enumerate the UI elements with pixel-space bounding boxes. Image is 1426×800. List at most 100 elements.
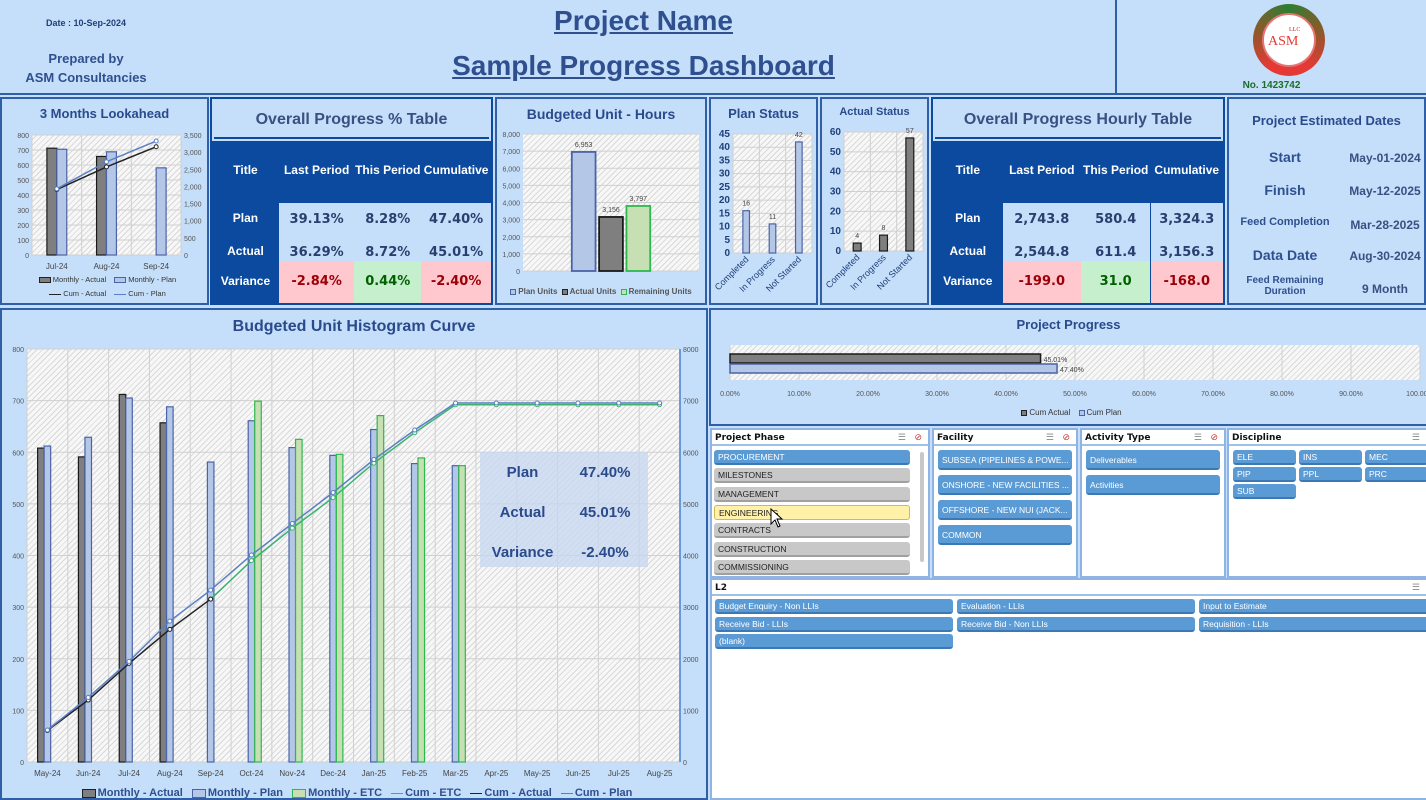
- slicer-item[interactable]: MEC: [1365, 450, 1426, 465]
- legend-line-cum-plan: [560, 792, 573, 794]
- y-tick-label: 45: [719, 129, 731, 140]
- budget-hours-panel: Budgeted Unit - Hours 0 1,000 2,000 3,000 4,…: [495, 97, 707, 305]
- x-category-label: Nov-24: [279, 769, 305, 778]
- bar-monthly-plan: [43, 445, 52, 763]
- table-cell: 31.0: [1080, 261, 1151, 303]
- slicer-item[interactable]: MANAGEMENT: [714, 486, 910, 502]
- table-cell: 0.44%: [354, 261, 422, 303]
- x-category-label: Apr-25: [484, 769, 509, 778]
- prepared-by-label: Prepared by: [48, 51, 124, 66]
- slicer-item[interactable]: SUB: [1233, 484, 1296, 499]
- slicer-item[interactable]: CONSTRUCTION: [714, 541, 910, 557]
- legend-label: Monthly - Actual: [52, 275, 107, 284]
- actual-status-panel: Actual Status 0 10 20 30 40 50 60 Completed In P…: [820, 97, 929, 305]
- budget-hours-title: Budgeted Unit - Hours: [526, 106, 676, 122]
- x-category-label: Jan-25: [362, 769, 387, 778]
- estimated-dates-title: Project Estimated Dates: [1252, 113, 1401, 128]
- column-header: Title: [233, 163, 258, 177]
- slicer-item[interactable]: COMMISSIONING: [714, 559, 910, 575]
- y2-tick-label: 0: [184, 253, 188, 260]
- multi-select-icon[interactable]: ☰: [1193, 432, 1202, 442]
- lookahead-panel: 3 Months Lookahead 0 100 200 300 400 500 600 70…: [0, 97, 209, 305]
- y2-tick-label: 8000: [683, 347, 699, 354]
- slicer-item[interactable]: PROCUREMENT: [714, 450, 910, 465]
- slicer-item[interactable]: Requisition - LLIs: [1199, 616, 1426, 632]
- row-label-actual: Actual: [227, 244, 264, 258]
- y-tick-label: 4,000: [502, 201, 520, 208]
- slicer-scrollbar[interactable]: [920, 452, 924, 562]
- x-category-label: Sep-24: [143, 262, 169, 271]
- slicer-item[interactable]: COMMON: [938, 525, 1072, 545]
- slicer-title: Discipline: [1229, 430, 1426, 446]
- actual-status-title: Actual Status: [839, 106, 910, 118]
- bar-monthly-etc: [376, 414, 385, 763]
- budget-hours-chart: 0 1,000 2,000 3,000 4,000 5,000 6,000 7,000 8,00…: [502, 132, 699, 276]
- y-tick-label: 15: [719, 208, 731, 219]
- date-label: Feed Completion: [1240, 216, 1330, 228]
- legend-label: Monthly - Actual: [97, 787, 183, 799]
- slicer-item[interactable]: MILESTONES: [714, 468, 910, 484]
- slicer-item[interactable]: Activities: [1086, 475, 1220, 495]
- line-marker: [153, 138, 159, 144]
- slicer-item[interactable]: SUBSEA (PIPELINES & POWE...: [938, 450, 1072, 470]
- slicer-l2: L2 ☰ Budget Enquiry - Non LLIs Evaluation -…: [710, 578, 1426, 800]
- slicer-item[interactable]: ONSHORE - NEW FACILITIES ...: [938, 475, 1072, 495]
- clear-filter-icon[interactable]: ⊘: [1210, 432, 1218, 442]
- x-category-label: Aug-24: [157, 769, 183, 778]
- x-tick-label: 30.00%: [925, 391, 949, 398]
- y-tick-label: 60: [830, 127, 842, 138]
- y2-tick-label: 1,000: [184, 219, 202, 226]
- legend-swatch-monthly-plan: [191, 788, 206, 798]
- bar-cum-actual: [729, 353, 1042, 364]
- slicer-item[interactable]: PPL: [1299, 467, 1362, 482]
- slicer-item[interactable]: PRC: [1365, 467, 1426, 482]
- y2-tick-label: 4000: [683, 554, 699, 561]
- summary-value: 45.01%: [579, 504, 631, 521]
- data-label: 45.01%: [1044, 357, 1068, 364]
- multi-select-icon[interactable]: ☰: [1411, 582, 1420, 592]
- clear-filter-icon[interactable]: ⊘: [914, 432, 922, 442]
- multi-select-icon[interactable]: ☰: [897, 432, 906, 442]
- clear-filter-icon[interactable]: ⊘: [1062, 432, 1070, 442]
- slicer-item[interactable]: Receive Bid - LLIs: [715, 616, 953, 632]
- slicer-item[interactable]: Deliverables: [1086, 450, 1220, 470]
- slicer-item[interactable]: OFFSHORE - NEW NUI (JACK...: [938, 500, 1072, 520]
- slicer-item[interactable]: Receive Bid - Non LLIs: [957, 616, 1195, 632]
- multi-select-icon[interactable]: ☰: [1045, 432, 1054, 442]
- summary-label: Variance: [491, 544, 554, 561]
- slicer-item[interactable]: ELE: [1233, 450, 1296, 465]
- x-category-label: Jul-24: [46, 262, 68, 271]
- slicer-item[interactable]: Evaluation - LLIs: [957, 599, 1195, 614]
- slicer-item[interactable]: Input to Estimate: [1199, 599, 1426, 614]
- table-cell: -2.84%: [278, 261, 355, 303]
- bar-monthly-actual: [118, 393, 127, 763]
- slicer-item[interactable]: PIP: [1233, 467, 1296, 482]
- y2-tick-label: 0: [683, 760, 687, 767]
- slicer-item[interactable]: Budget Enquiry - Non LLIs: [715, 599, 953, 614]
- lookahead-title: 3 Months Lookahead: [39, 106, 170, 121]
- column-header: Last Period: [283, 163, 350, 177]
- data-label: 47.40%: [1060, 367, 1084, 374]
- column-header: Title: [955, 163, 981, 177]
- slicer-item[interactable]: INS: [1299, 450, 1362, 465]
- table-cell: 47.40%: [421, 203, 491, 236]
- date-box: Date : 10-Sep-2024: [0, 0, 174, 46]
- line-marker: [657, 400, 663, 406]
- prepared-by-box: Prepared by ASM Consultancies: [0, 44, 174, 95]
- slicer-item[interactable]: (blank): [715, 634, 953, 649]
- slicer-item[interactable]: CONTRACTS: [714, 523, 910, 539]
- bar-actual: [905, 137, 915, 252]
- multi-select-icon[interactable]: ☰: [1411, 432, 1420, 442]
- x-category-label: May-25: [524, 769, 551, 778]
- x-tick-label: 10.00%: [787, 391, 811, 398]
- legend-swatch-monthly-plan: [114, 277, 127, 284]
- line-marker: [85, 694, 91, 700]
- progress-legend: Cum Actual Cum Plan: [711, 406, 1426, 420]
- slicer-item[interactable]: ENGINEERING: [714, 504, 910, 520]
- bar-monthly-plan: [56, 148, 68, 256]
- y-tick-label: 10: [719, 222, 731, 233]
- legend-label: Cum - Plan: [574, 787, 633, 799]
- legend-swatch-cum-plan: [1078, 409, 1085, 416]
- y2-tick-label: 5000: [683, 502, 699, 509]
- histogram-chart: 0100200300400500600700800010002000300040…: [12, 347, 699, 778]
